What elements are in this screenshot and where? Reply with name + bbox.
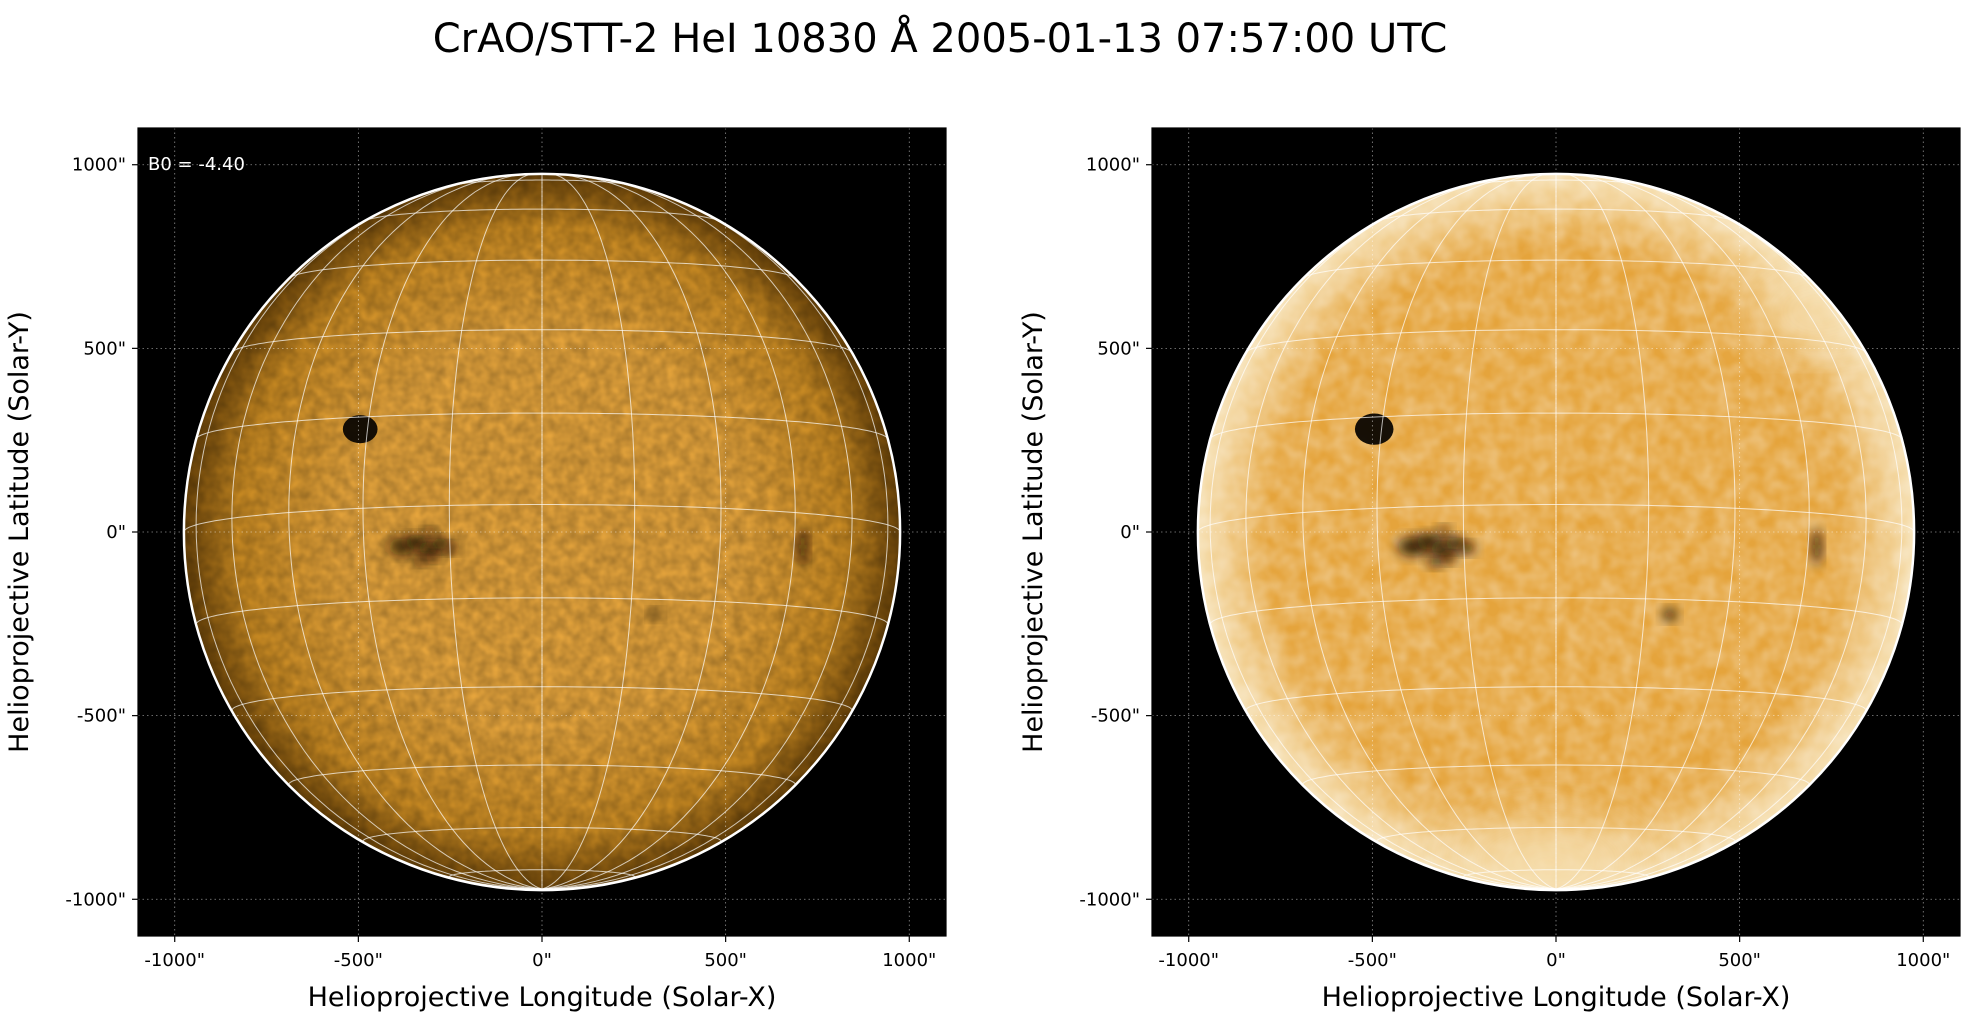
active-region bbox=[388, 528, 458, 565]
y-tick-label: 0" bbox=[106, 522, 126, 543]
longitude-line bbox=[541, 173, 722, 890]
y-tick-label: -1000" bbox=[65, 889, 126, 910]
x-tick-label: -1000" bbox=[1158, 950, 1219, 971]
active-region-blob bbox=[423, 528, 436, 536]
y-tick-label: -500" bbox=[1091, 706, 1140, 727]
longitude-line bbox=[1555, 173, 1736, 890]
x-tick-label: 0" bbox=[532, 950, 552, 971]
longitude-line bbox=[1209, 189, 1557, 890]
y-tick-label: 500" bbox=[1097, 338, 1140, 359]
x-tick-label: -1000" bbox=[144, 950, 205, 971]
longitude-line bbox=[1245, 177, 1557, 890]
axes-frame bbox=[137, 127, 947, 937]
longitude-line bbox=[1302, 175, 1557, 890]
x-tick-label: 500" bbox=[704, 950, 747, 971]
longitude-line bbox=[1462, 173, 1557, 890]
longitude-line bbox=[541, 175, 796, 890]
y-axis-label: Helioprojective Latitude (Solar-Y) bbox=[1018, 311, 1049, 753]
y-tick-label: 500" bbox=[83, 338, 126, 359]
active-region-blob bbox=[414, 555, 430, 565]
sunspot bbox=[342, 415, 378, 444]
longitude-line bbox=[288, 175, 543, 890]
x-tick-label: 1000" bbox=[1896, 950, 1950, 971]
b0-annotation: B0 = -4.40 bbox=[148, 154, 245, 175]
filament bbox=[1812, 528, 1822, 565]
x-axis-label: Helioprojective Longitude (Solar-X) bbox=[1322, 982, 1791, 1013]
longitude-line bbox=[231, 177, 543, 890]
active-region-blob bbox=[1458, 543, 1476, 554]
x-tick-label: -500" bbox=[1348, 950, 1397, 971]
figure-title: CrAO/STT-2 HeI 10830 Å 2005-01-13 07:57:… bbox=[433, 14, 1448, 62]
active-region bbox=[1397, 526, 1476, 567]
x-tick-label: 1000" bbox=[882, 950, 936, 971]
longitude-line bbox=[1555, 189, 1903, 890]
longitude-line bbox=[448, 173, 543, 890]
y-tick-label: 0" bbox=[1120, 522, 1140, 543]
right-map-panel: -1000" -500" 0" 500" 1000" -1000" -500" 0" 500" 1… bbox=[1018, 127, 1961, 1013]
sunspot bbox=[1354, 413, 1394, 445]
x-tick-label: 0" bbox=[1546, 950, 1566, 971]
longitude-line bbox=[1555, 173, 1650, 890]
longitude-line bbox=[195, 189, 543, 890]
x-tick-label: -500" bbox=[334, 950, 383, 971]
active-region-blob bbox=[1426, 556, 1445, 567]
x-axis-label: Helioprojective Longitude (Solar-X) bbox=[308, 982, 777, 1013]
longitude-line bbox=[1555, 175, 1810, 890]
x-tick-label: 500" bbox=[1718, 950, 1761, 971]
longitude-line bbox=[362, 173, 543, 890]
y-tick-label: 1000" bbox=[72, 155, 126, 176]
longitude-line bbox=[1555, 177, 1867, 890]
small-spot bbox=[1662, 609, 1677, 621]
active-region-blob bbox=[1437, 526, 1451, 535]
longitude-line bbox=[541, 177, 853, 890]
filament bbox=[798, 528, 808, 565]
y-tick-label: 1000" bbox=[1086, 155, 1140, 176]
small-spot bbox=[650, 609, 662, 620]
longitude-line bbox=[541, 173, 636, 890]
y-tick-label: -1000" bbox=[1079, 889, 1140, 910]
left-map-panel: -1000" -500" 0" 500" 1000" -1000" -500" 0" 500" 1… bbox=[4, 127, 947, 1013]
longitude-line bbox=[1376, 173, 1557, 890]
axes-frame bbox=[1151, 127, 1961, 937]
longitude-line bbox=[541, 189, 889, 890]
active-region-blob bbox=[1441, 553, 1457, 564]
active-region-blob bbox=[427, 552, 441, 562]
y-tick-label: -500" bbox=[77, 706, 126, 727]
y-axis-label: Helioprojective Latitude (Solar-Y) bbox=[4, 311, 35, 753]
